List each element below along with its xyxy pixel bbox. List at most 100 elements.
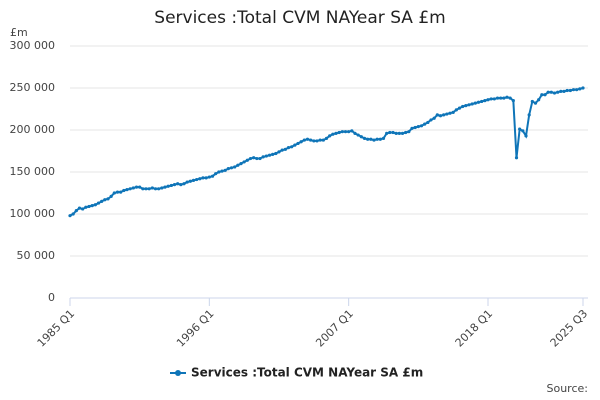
data-point [518,127,522,131]
data-point [375,137,379,141]
data-point [416,125,420,129]
data-point [217,170,221,174]
data-point [502,96,506,100]
data-point [210,174,215,178]
data-point [264,154,268,158]
data-point [153,187,158,191]
data-point [185,180,189,184]
data-point [258,156,262,161]
data-point [315,139,319,143]
data-point [410,126,414,130]
legend-marker [175,370,181,376]
data-point [119,190,123,194]
data-point [109,194,113,198]
y-tick-label: 200 000 [10,123,56,136]
data-point [147,187,151,191]
data-point [404,130,408,135]
data-point [261,155,265,159]
data-point [562,89,566,93]
data-point [255,156,259,161]
data-point [81,207,85,211]
data-point [274,151,278,156]
data-point [90,204,94,208]
data-point [448,111,452,115]
data-point [84,205,88,209]
y-tick-label: 250 000 [10,81,56,94]
data-point [204,176,208,180]
data-point [369,137,373,141]
data-point [283,147,287,151]
data-point [470,102,474,106]
data-point [226,167,230,171]
data-point [505,95,509,99]
data-point [385,131,389,135]
data-point [74,209,78,213]
data-point [537,98,541,102]
data-point [220,169,224,173]
source: Source: [547,382,589,395]
data-point [195,177,199,182]
y-tick-label: 100 000 [10,207,56,220]
data-point [93,203,97,207]
data-point [378,137,382,141]
y-tick-label: 0 [48,291,55,304]
data-point [112,191,116,195]
y-tick-label: 150 000 [10,165,56,178]
data-point [100,199,104,203]
data-point [293,143,297,147]
data-point [527,113,531,117]
data-point [134,185,139,189]
data-point [239,162,243,166]
data-point [480,99,484,104]
data-point [334,131,338,135]
data-point [423,122,427,126]
data-point [131,186,135,190]
data-point [157,187,161,191]
data-point [381,136,386,140]
data-point [581,86,585,90]
data-point [169,183,173,188]
data-point [476,100,481,104]
x-tick-label: 1985 Q1 [35,307,78,350]
data-point [426,120,430,125]
data-point [68,214,72,218]
data-point [191,178,196,182]
data-point [508,96,512,100]
data-point [546,90,550,94]
data-point [454,108,458,112]
data-point [461,104,465,109]
data-point [347,130,351,134]
data-point [568,88,572,93]
data-point [559,89,563,93]
data-point [122,188,126,193]
data-point [432,116,436,120]
data-point [530,99,534,104]
data-point [391,130,395,135]
data-point [280,148,284,152]
data-point [96,201,101,205]
data-point [236,163,240,167]
data-point [328,134,332,138]
data-point [464,104,468,108]
data-point [309,138,313,142]
y-tick-label: 300 000 [10,39,56,52]
data-point [565,88,569,93]
data-point [397,131,401,135]
data-point [571,88,576,92]
data-point [271,152,275,156]
data-point [552,91,557,95]
data-point [299,140,303,144]
data-point [350,129,354,133]
data-point [575,88,579,92]
data-point [321,138,325,142]
data-point [324,136,329,140]
data-point [245,158,249,162]
data-point [362,136,367,140]
data-point [400,131,405,135]
data-point [115,190,120,194]
data-point [442,113,446,117]
data-point [150,186,154,190]
data-point [556,90,560,94]
chart-title: Services :Total CVM NAYear SA £m [154,8,445,28]
